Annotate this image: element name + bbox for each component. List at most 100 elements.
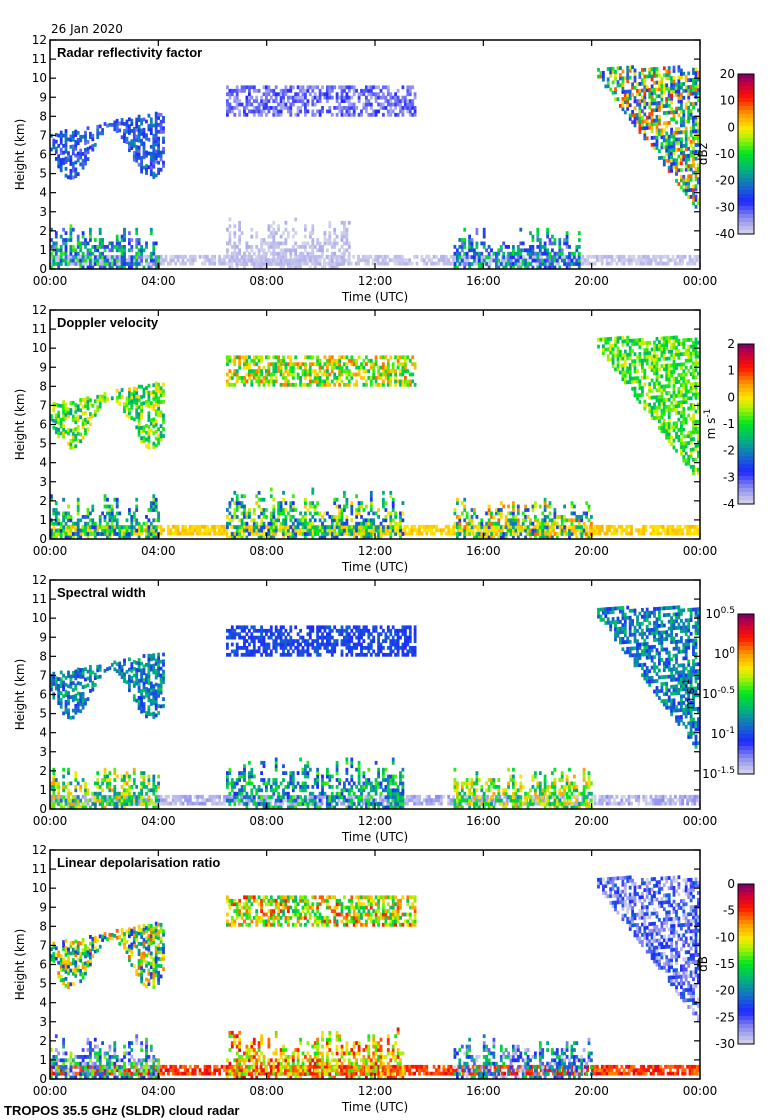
echo-pixel — [282, 518, 285, 523]
echo-pixel — [328, 224, 332, 229]
echo-pixel — [477, 265, 481, 269]
echo-pixel — [519, 241, 523, 246]
echo-pixel — [135, 504, 139, 509]
echo-pixel — [389, 535, 393, 539]
echo-pixel — [123, 128, 126, 133]
echo-pixel — [135, 238, 139, 242]
echo-pixel — [128, 414, 131, 419]
echo-pixel — [643, 81, 647, 86]
echo-pixel — [684, 167, 688, 172]
echo-pixel — [84, 154, 87, 159]
echo-pixel — [296, 255, 300, 260]
echo-pixel — [304, 497, 307, 502]
echo-pixel — [135, 404, 139, 409]
echo-pixel — [563, 238, 566, 242]
echo-pixel — [135, 231, 139, 235]
echo-pixel — [386, 92, 390, 97]
echo-pixel — [289, 265, 293, 269]
echo-pixel — [159, 424, 163, 428]
echo-pixel — [684, 157, 688, 162]
echo-pixel — [670, 86, 673, 91]
echo-pixel — [57, 164, 61, 169]
echo-pixel — [120, 258, 124, 263]
echo-pixel — [456, 255, 459, 260]
echo-pixel — [243, 355, 246, 360]
echo-pixel — [360, 515, 363, 519]
echo-pixel — [291, 382, 295, 387]
echo-pixel — [593, 524, 597, 529]
echo-pixel — [379, 528, 383, 533]
echo-pixel — [653, 146, 656, 150]
echo-pixel — [655, 115, 659, 119]
echo-pixel — [543, 241, 547, 246]
echo-pixel — [101, 238, 104, 242]
echo-pixel — [123, 135, 126, 140]
echo-pixel — [470, 508, 474, 512]
echo-pixel — [137, 135, 141, 140]
echo-pixel — [226, 248, 229, 253]
echo-pixel — [391, 501, 395, 505]
echo-pixel — [154, 149, 158, 154]
echo-pixel — [248, 369, 251, 373]
echo-pixel — [123, 405, 126, 410]
echo-pixel — [413, 106, 417, 110]
echo-pixel — [238, 535, 241, 539]
echo-pixel — [655, 125, 659, 130]
echo-pixel — [662, 73, 666, 78]
echo-pixel — [682, 154, 686, 159]
echo-pixel — [64, 241, 68, 246]
echo-pixel — [645, 74, 649, 79]
echo-pixel — [697, 70, 700, 75]
echo-pixel — [260, 265, 263, 269]
echo-pixel — [692, 184, 695, 189]
echo-pixel — [149, 261, 153, 266]
echo-pixel — [626, 100, 630, 104]
echo-pixel — [147, 127, 151, 132]
echo-pixel — [245, 535, 249, 539]
echo-pixel — [694, 177, 698, 182]
echo-pixel — [52, 138, 56, 143]
echo-pixel — [50, 528, 53, 533]
echo-pixel — [684, 143, 688, 148]
echo-pixel — [323, 379, 327, 384]
echo-pixel — [130, 238, 134, 242]
echo-pixel — [71, 151, 75, 156]
echo-pixel — [157, 410, 160, 414]
echo-pixel — [289, 262, 293, 266]
echo-pixel — [330, 525, 334, 530]
echo-pixel — [536, 251, 540, 256]
echo-pixel — [287, 234, 290, 239]
echo-pixel — [625, 531, 628, 536]
echo-pixel — [76, 251, 80, 256]
echo-pixel — [548, 238, 552, 242]
echo-pixel — [245, 524, 248, 529]
echo-pixel — [308, 245, 312, 249]
echo-pixel — [687, 88, 691, 93]
echo-pixel — [605, 528, 609, 533]
echo-pixel — [235, 528, 239, 533]
echo-pixel — [670, 131, 673, 135]
echo-pixel — [609, 70, 613, 75]
echo-pixel — [543, 265, 547, 269]
echo-pixel — [113, 497, 117, 502]
echo-pixel — [304, 511, 307, 516]
echo-pixel — [50, 535, 53, 539]
echo-pixel — [680, 120, 683, 124]
echo-pixel — [230, 92, 234, 97]
echo-pixel — [543, 262, 547, 266]
echo-pixel — [658, 104, 661, 109]
echo-pixel — [326, 511, 329, 516]
echo-pixel — [287, 369, 290, 373]
echo-pixel — [252, 88, 256, 93]
echo-pixel — [272, 112, 276, 117]
echo-pixel — [323, 355, 327, 360]
echo-pixel — [257, 532, 261, 536]
echo-pixel — [313, 504, 317, 509]
echo-pixel — [456, 535, 459, 539]
echo-pixel — [676, 261, 680, 266]
echo-pixel — [365, 102, 368, 107]
echo-pixel — [635, 261, 638, 266]
echo-pixel — [654, 524, 658, 529]
echo-pixel — [89, 248, 92, 253]
echo-pixel — [250, 85, 254, 90]
